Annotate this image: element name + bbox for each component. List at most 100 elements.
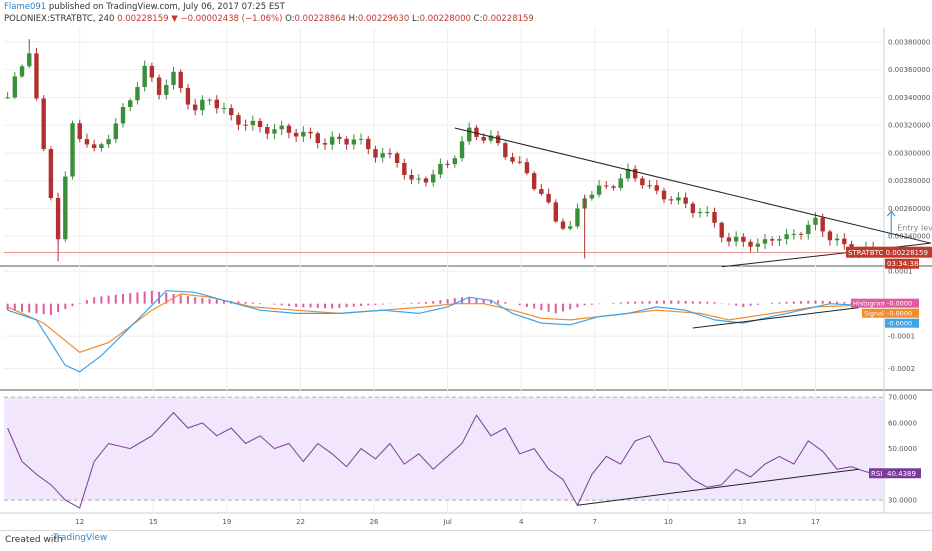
y-tick-label: -0.0001 <box>888 333 915 341</box>
candle-body <box>272 129 277 134</box>
candle-body <box>416 178 421 180</box>
y-tick-label: 0.00320000 <box>888 122 930 130</box>
candle-body <box>596 185 602 195</box>
low-label: L: <box>411 14 420 24</box>
candle-body <box>113 123 119 140</box>
candle-body <box>553 202 559 222</box>
macd-value: -0.0000 <box>887 320 912 328</box>
price-change: ▼ −0.00002438 (−1.06%) <box>171 14 283 24</box>
macd-line <box>7 290 874 373</box>
candle-body <box>755 243 760 247</box>
candle-body <box>308 131 313 134</box>
candle-body <box>257 120 263 128</box>
candle-body <box>632 168 638 179</box>
candle-body <box>149 65 155 78</box>
price-label-text: STRATBTC 0.00228159 <box>848 249 928 257</box>
candle-body <box>690 203 696 214</box>
candle-body <box>697 212 703 214</box>
entry-level-annotation: Entry level <box>897 224 932 233</box>
candle-body <box>669 199 674 201</box>
candle-body <box>156 77 162 95</box>
candle-body <box>459 141 465 159</box>
last-price: 0.00228159 <box>117 14 169 24</box>
candle-body <box>70 123 75 177</box>
candle-body <box>373 149 378 158</box>
chart-canvas[interactable]: 12 15 19 22 26 Jul 4 7 10 13 17 0.00380000 0.0036000… <box>0 0 932 530</box>
candle-body <box>683 197 688 204</box>
candle-body <box>322 143 328 145</box>
symbol-label: POLONIEX:STRATBTC, 240 <box>4 14 115 24</box>
x-tick-label: 4 <box>519 518 524 526</box>
rsi-band <box>4 397 884 501</box>
candle-body <box>91 144 97 149</box>
candle-body <box>236 115 241 125</box>
x-tick-label: 17 <box>811 518 820 526</box>
candle-body <box>842 238 847 245</box>
y-tick-label: 0.0001 <box>888 268 913 276</box>
candle-body <box>279 125 284 130</box>
candle-body <box>409 174 414 180</box>
candle-body <box>34 53 39 99</box>
candle-body <box>99 144 104 149</box>
histogram-label: Histogram <box>853 300 887 308</box>
candle-body <box>243 124 248 126</box>
candle-body <box>265 127 270 134</box>
candle-body <box>77 123 82 140</box>
price-label-box <box>846 246 932 258</box>
candle-body <box>820 217 825 232</box>
rsi-label-box <box>869 468 885 479</box>
candle-body <box>286 125 292 133</box>
candle-body <box>791 233 797 235</box>
candle-body <box>344 138 349 145</box>
candle-body <box>726 237 732 242</box>
candle-body <box>351 139 357 145</box>
signal-value-box <box>885 308 919 318</box>
x-tick-label: 15 <box>149 518 158 526</box>
histogram-value: -0.0000 <box>887 300 912 308</box>
y-tick-label: 30.0000 <box>888 497 917 505</box>
candle-body <box>503 143 508 158</box>
author-link[interactable]: Flame091 <box>4 2 47 12</box>
candle-body <box>221 108 227 110</box>
countdown-box <box>885 258 919 269</box>
candle-body <box>827 231 833 241</box>
candle-body <box>719 222 724 238</box>
candle-body <box>106 139 111 145</box>
candle-body <box>315 133 320 144</box>
candle-body <box>560 221 566 229</box>
candle-body <box>301 131 306 137</box>
y-tick-label: 0.00260000 <box>888 205 930 213</box>
countdown-text: 03:34:38 <box>887 260 918 268</box>
candle-body <box>676 197 681 201</box>
candle-body <box>387 153 393 155</box>
footer: Created with TradingView <box>0 530 932 551</box>
rsi-label: RSI <box>871 470 882 478</box>
y-tick-label: 0.00240000 <box>888 233 930 241</box>
close-label: C: <box>473 14 483 24</box>
candle-body <box>207 99 212 101</box>
candle-body <box>748 241 753 247</box>
rsi-trendline <box>577 468 859 506</box>
candle-body <box>423 178 429 183</box>
x-tick-label: 19 <box>222 518 231 526</box>
candle-body <box>640 178 645 186</box>
open-value: 0.00228864 <box>294 14 346 24</box>
tradingview-logo[interactable]: TradingView <box>53 533 108 543</box>
candle-body <box>654 185 659 191</box>
candle-body <box>358 138 364 140</box>
candle-body <box>19 66 25 77</box>
candle-body <box>762 239 768 244</box>
signal-label: Signal <box>864 310 884 318</box>
candle-body <box>171 71 176 85</box>
symbol-header: POLONIEX:STRATBTC, 240 0.00228159 ▼ −0.0… <box>4 14 534 24</box>
rsi-value: 40.4389 <box>887 470 916 478</box>
macd-value-box <box>885 318 919 328</box>
close-value: 0.00228159 <box>482 14 534 24</box>
candle-body <box>474 127 479 137</box>
candle-body <box>5 97 10 99</box>
x-tick-label: 26 <box>370 518 379 526</box>
candle-body <box>589 194 595 199</box>
open-label: O: <box>285 14 295 24</box>
triangle-upper-trendline <box>454 127 932 244</box>
candle-body <box>741 236 746 242</box>
